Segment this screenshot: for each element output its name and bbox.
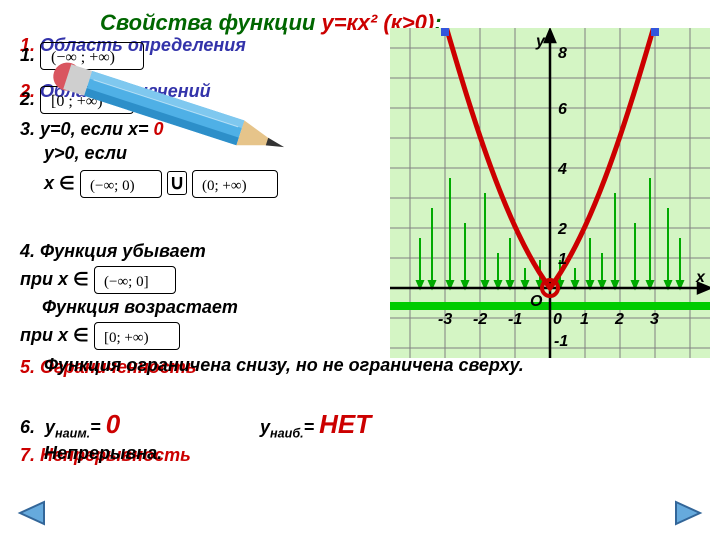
svg-text:2: 2	[614, 311, 624, 328]
svg-text:1: 1	[580, 311, 589, 328]
svg-text:8: 8	[558, 45, 567, 62]
prop3b: у>0, если	[44, 142, 127, 165]
prop7-overlay: Непрерывна.	[44, 442, 162, 465]
svg-text:3: 3	[650, 311, 659, 328]
svg-text:[0; +∞): [0; +∞)	[104, 330, 149, 346]
svg-text:6: 6	[558, 101, 567, 118]
origin-label: О	[530, 293, 543, 310]
svg-text:1: 1	[558, 251, 567, 268]
p4b-int: (−∞; 0]	[94, 266, 176, 294]
svg-text:-1: -1	[508, 311, 522, 328]
p4b-x: при х	[20, 269, 68, 289]
prop4: 4. Функция убывает	[20, 240, 206, 263]
svg-text:0: 0	[553, 311, 562, 328]
svg-text:2: 2	[557, 221, 567, 238]
svg-text:(−∞; 0]: (−∞; 0]	[104, 274, 149, 290]
svg-text:(−∞; 0): (−∞; 0)	[90, 178, 135, 194]
prop4d: при х ∈ [0; +∞)	[20, 322, 180, 350]
graph-svg: у х О -3 -2 -1 0 1 2 3 1 2 4 6 8 -1	[390, 28, 710, 358]
p4d-x: при х	[20, 325, 68, 345]
p3c-x: х	[44, 173, 54, 193]
svg-text:4: 4	[557, 161, 567, 178]
graph-panel: у х О -3 -2 -1 0 1 2 3 1 2 4 6 8 -1	[390, 28, 710, 358]
prop4b: при х ∈ (−∞; 0]	[20, 266, 176, 294]
prop4c: Функция возрастает	[42, 296, 238, 319]
ylabel: у	[535, 33, 546, 50]
svg-text:-2: -2	[473, 311, 487, 328]
p4d-int: [0; +∞)	[94, 322, 180, 350]
p1-num-over: 1.	[20, 45, 35, 65]
p6-num: 6.	[20, 417, 35, 437]
p5-num: 5.	[20, 357, 35, 377]
title-part1: Свойства функции	[100, 10, 321, 35]
p7-num: 7.	[20, 445, 35, 465]
p3c-int1: (−∞; 0)	[80, 170, 162, 198]
p6a-val: 0	[106, 409, 120, 439]
xlabel: х	[695, 269, 706, 286]
p3c-union: ∪	[167, 171, 188, 195]
next-button[interactable]	[672, 498, 706, 528]
svg-text:-1: -1	[554, 333, 568, 350]
p6b-val: НЕТ	[319, 409, 371, 439]
svg-text:-3: -3	[438, 311, 452, 328]
p2-num-over: 2.	[20, 89, 35, 109]
prop6: 6. унаим.= 0	[20, 408, 120, 442]
prop6b: унаиб.= НЕТ	[260, 408, 371, 442]
prev-button[interactable]	[14, 498, 48, 528]
p3-num: 3.	[20, 119, 35, 139]
